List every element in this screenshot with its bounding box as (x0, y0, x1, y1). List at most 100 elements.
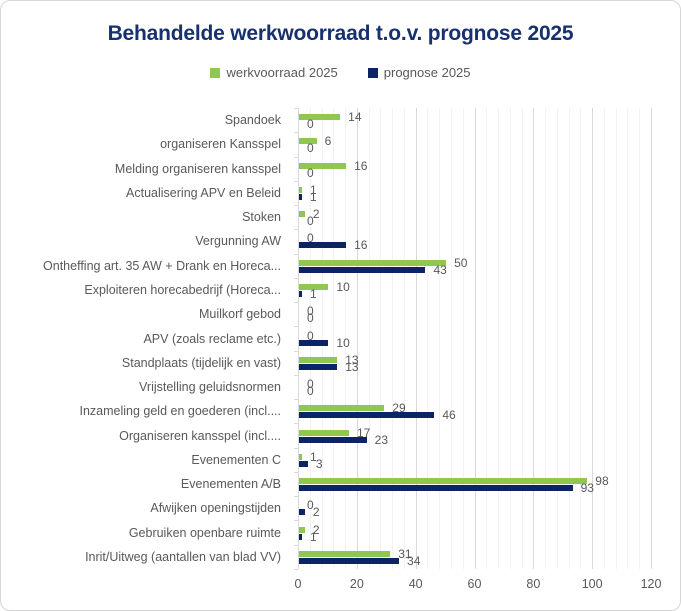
value-label-prognose: 1 (309, 189, 317, 204)
legend-item-werkvoorraad: werkvoorraad 2025 (210, 65, 338, 80)
legend-swatch-werkvoorraad-icon (210, 67, 221, 78)
bar-werkvoorraad (299, 283, 329, 290)
gridline-minor (392, 108, 394, 569)
value-label-prognose: 16 (354, 238, 368, 253)
bar-prognose (299, 436, 367, 443)
gridline-minor (368, 108, 370, 569)
value-label-werkvoorraad: 1 (309, 449, 317, 464)
category-axis-tick (294, 544, 298, 546)
legend-label-prognose: prognose 2025 (383, 65, 471, 80)
gridline-minor (580, 108, 582, 569)
gridline-minor (509, 108, 511, 569)
value-label-prognose: 10 (336, 335, 350, 350)
value-label-prognose: 0 (307, 311, 314, 326)
category-axis-tick (294, 132, 298, 134)
gridline-minor (545, 108, 547, 569)
value-label-werkvoorraad: 14 (348, 110, 362, 125)
bar-prognose (299, 557, 400, 564)
value-label-prognose: 2 (312, 505, 320, 520)
category-axis-tick (294, 277, 298, 279)
gridline-major (474, 108, 476, 569)
value-label-werkvoorraad: 16 (354, 158, 368, 173)
legend: werkvoorraad 2025 prognose 2025 (1, 65, 680, 80)
value-label-prognose: 1 (309, 529, 317, 544)
gridline-minor (603, 108, 605, 569)
legend-swatch-prognose-icon (367, 67, 378, 78)
category-label: Standplaats (tijdelijk en vast) (121, 355, 281, 370)
bar-werkvoorraad (299, 138, 317, 145)
category-axis-tick (294, 180, 298, 182)
x-axis-label: 60 (467, 577, 482, 591)
bar-prognose (299, 266, 426, 273)
category-label: Actualisering APV en Beleid (126, 185, 281, 200)
category-label: Gebruiken openbare ruimte (128, 525, 281, 540)
category-axis-tick (294, 496, 298, 498)
value-label-prognose: 34 (407, 553, 421, 568)
category-label: Stoken (242, 210, 281, 225)
bar-werkvoorraad (299, 162, 347, 169)
category-axis-tick (294, 423, 298, 425)
value-label-werkvoorraad: 10 (336, 279, 350, 294)
category-label: Inzameling geld en goederen (incl.... (79, 404, 281, 419)
category-label: Muilkorf gebod (199, 307, 281, 322)
chart-title: Behandelde werkwoorraad t.o.v. prognose … (107, 22, 574, 45)
value-label-prognose: 0 (307, 165, 314, 180)
category-axis-tick (294, 447, 298, 449)
x-axis-label: 40 (408, 577, 423, 591)
bar-prognose (299, 242, 347, 249)
bar-prognose (299, 412, 435, 419)
bar-prognose (299, 290, 302, 297)
gridline-minor (450, 108, 452, 569)
value-label-werkvoorraad: 98 (595, 474, 609, 489)
bar-werkvoorraad (299, 356, 338, 363)
gridline-major (356, 108, 358, 569)
category-axis-tick (294, 253, 298, 255)
gridline-minor (333, 108, 335, 569)
gridline-minor (486, 108, 488, 569)
category-label: Exploiteren horecabedrijf (Horeca... (84, 282, 281, 297)
bar-werkvoorraad (299, 550, 391, 557)
value-label-werkvoorraad: 0 (307, 377, 314, 392)
x-axis-label: 0 (294, 577, 302, 591)
bar-werkvoorraad (299, 405, 385, 412)
value-label-werkvoorraad: 17 (357, 425, 371, 440)
legend-label-werkvoorraad: werkvoorraad 2025 (226, 65, 338, 80)
category-axis-tick (294, 374, 298, 376)
value-label-prognose: 3 (315, 456, 323, 471)
bar-prognose (299, 509, 305, 516)
category-label: Ontheffing art. 35 AW + Drank en Horeca.… (43, 258, 281, 273)
gridline-major (415, 108, 417, 569)
gridline-minor (521, 108, 523, 569)
category-axis-tick (294, 229, 298, 231)
category-label: Inrit/Uitweg (aantallen van blad VV) (85, 549, 281, 564)
bar-werkvoorraad (299, 259, 447, 266)
bar-prognose (299, 460, 308, 467)
gridline-minor (568, 108, 570, 569)
value-label-werkvoorraad: 0 (307, 231, 314, 246)
gridline-minor (321, 108, 323, 569)
category-axis-tick (294, 520, 298, 522)
category-label: Vergunning AW (195, 234, 281, 249)
category-axis-tick (294, 471, 298, 473)
bar-prognose (299, 363, 338, 370)
bar-werkvoorraad (299, 114, 341, 121)
category-label: Evenementen C (191, 452, 281, 467)
bar-werkvoorraad (299, 429, 349, 436)
value-label-werkvoorraad: 2 (312, 522, 320, 537)
category-axis-line (298, 108, 299, 569)
value-label-werkvoorraad: 50 (454, 255, 468, 270)
category-label: Vrijstelling geluidsnormen (139, 380, 281, 395)
value-label-werkvoorraad: 2 (312, 207, 320, 222)
x-axis-label: 80 (526, 577, 541, 591)
value-label-werkvoorraad: 0 (307, 304, 314, 319)
value-label-prognose: 43 (433, 262, 447, 277)
value-label-werkvoorraad: 0 (307, 498, 314, 513)
gridline-major (592, 108, 594, 569)
value-label-prognose: 93 (580, 481, 594, 496)
category-label: Organiseren kansspel (incl.... (119, 428, 281, 443)
category-label: Evenementen A/B (180, 477, 281, 492)
x-axis-label: 120 (640, 577, 662, 591)
category-axis-tick (294, 399, 298, 401)
